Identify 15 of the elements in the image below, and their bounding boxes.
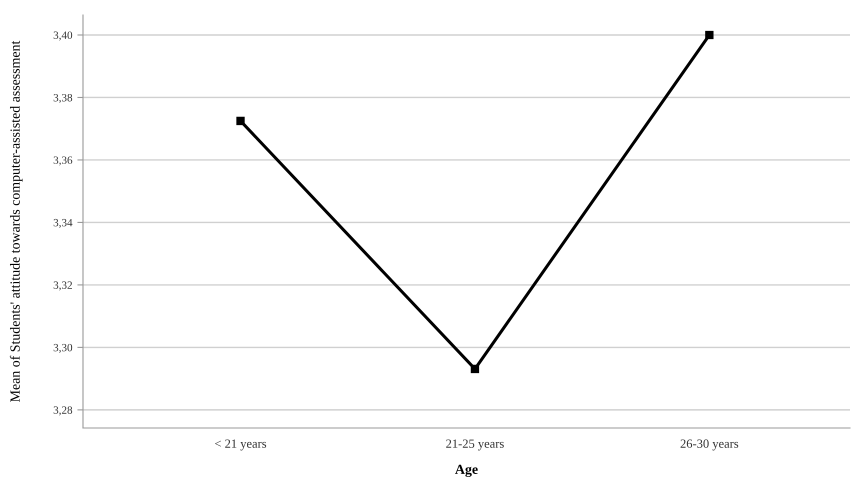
point: [236, 116, 245, 126]
x-axis-title: Age: [455, 464, 478, 477]
y-tick-label: 3,36: [54, 156, 72, 166]
y-tick-label: 3,34: [54, 218, 72, 228]
x-tick-label: 26-30 years: [680, 439, 738, 450]
y-tick-label: 3,40: [54, 31, 72, 41]
y-tick-label: 3,28: [54, 406, 72, 416]
y-tick-label: 3,30: [54, 344, 72, 353]
point: [705, 30, 714, 40]
x-tick-label: < 21 years: [215, 439, 266, 450]
x-tick-label: 21-25 years: [446, 439, 504, 450]
y-axis-title: Mean of Students' attitude towards computer-assisted assessment: [10, 40, 23, 402]
y-tick-label: 3,32: [54, 281, 72, 290]
point: [470, 364, 480, 374]
y-tick-label: 3,38: [54, 94, 72, 104]
